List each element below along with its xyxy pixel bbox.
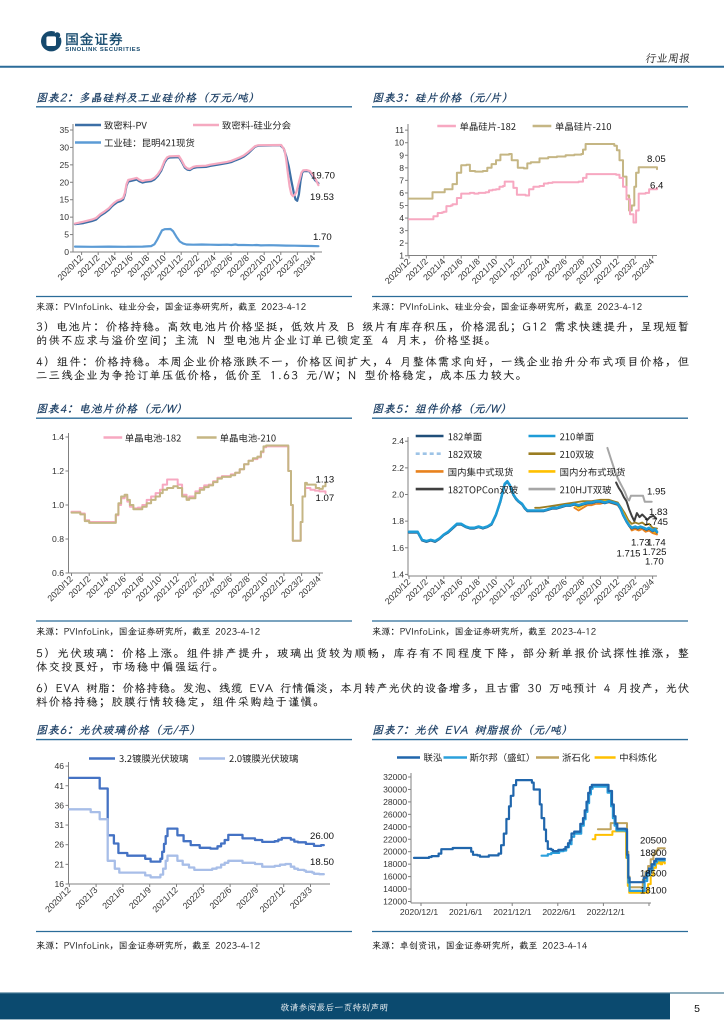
svg-text:19.70: 19.70: [311, 171, 335, 182]
svg-text:0.8: 0.8: [52, 534, 64, 544]
svg-text:32000: 32000: [383, 772, 407, 782]
svg-text:6: 6: [399, 188, 404, 198]
svg-text:14000: 14000: [383, 884, 407, 894]
svg-text:35: 35: [59, 125, 69, 135]
svg-text:16: 16: [54, 879, 64, 889]
svg-text:1.95: 1.95: [647, 487, 666, 498]
svg-text:21: 21: [54, 859, 64, 869]
svg-text:26000: 26000: [383, 809, 407, 819]
svg-text:26: 26: [54, 840, 64, 850]
svg-text:46: 46: [54, 761, 64, 771]
svg-text:1.83: 1.83: [649, 507, 668, 518]
svg-text:11: 11: [395, 125, 404, 135]
svg-text:8.05: 8.05: [647, 154, 666, 165]
svg-text:6.4: 6.4: [650, 181, 664, 192]
svg-text:41: 41: [54, 781, 64, 791]
svg-text:26.00: 26.00: [310, 831, 334, 842]
svg-text:2.0: 2.0: [392, 490, 404, 500]
svg-text:3: 3: [399, 226, 404, 236]
svg-text:1.715: 1.715: [617, 549, 641, 560]
svg-text:24000: 24000: [383, 822, 407, 832]
svg-text:9: 9: [399, 150, 404, 160]
svg-text:30000: 30000: [383, 784, 407, 794]
svg-text:1.13: 1.13: [316, 475, 335, 486]
svg-text:1.745: 1.745: [644, 517, 668, 528]
svg-text:2020/12/1: 2020/12/1: [400, 907, 438, 917]
svg-text:1.4: 1.4: [52, 432, 64, 442]
svg-text:18100: 18100: [640, 886, 667, 897]
svg-text:18.50: 18.50: [310, 857, 334, 868]
svg-text:1.70: 1.70: [313, 232, 332, 243]
svg-text:8: 8: [399, 163, 404, 173]
svg-text:5: 5: [64, 230, 69, 240]
svg-text:1.74: 1.74: [647, 538, 666, 549]
svg-text:20000: 20000: [383, 847, 407, 857]
svg-text:1.8: 1.8: [392, 516, 404, 526]
svg-text:4: 4: [399, 213, 404, 223]
svg-text:31: 31: [54, 820, 64, 830]
svg-text:1.6: 1.6: [392, 543, 404, 553]
svg-text:22000: 22000: [383, 834, 407, 844]
svg-text:1.2: 1.2: [52, 466, 64, 476]
svg-text:2.4: 2.4: [392, 436, 404, 446]
svg-text:12000: 12000: [383, 897, 407, 907]
svg-text:5: 5: [399, 201, 404, 211]
svg-text:10: 10: [394, 138, 404, 148]
svg-text:0.6: 0.6: [52, 568, 64, 578]
svg-text:2.2: 2.2: [392, 463, 404, 473]
svg-text:36: 36: [54, 800, 64, 810]
svg-text:25: 25: [59, 160, 69, 170]
svg-text:5: 5: [694, 1003, 700, 1015]
svg-text:1.07: 1.07: [316, 493, 335, 504]
svg-text:SINOLINK SECURITIES: SINOLINK SECURITIES: [65, 47, 141, 53]
svg-text:18800: 18800: [640, 848, 667, 859]
svg-text:0: 0: [64, 247, 69, 257]
svg-text:7: 7: [399, 175, 404, 185]
svg-text:10: 10: [59, 212, 69, 222]
svg-text:1.0: 1.0: [52, 500, 64, 510]
svg-text:1.725: 1.725: [643, 547, 667, 558]
svg-text:30: 30: [59, 142, 69, 152]
svg-text:18000: 18000: [383, 859, 407, 869]
svg-text:28000: 28000: [383, 797, 407, 807]
svg-text:1.70: 1.70: [645, 557, 664, 568]
svg-text:2: 2: [399, 238, 404, 248]
svg-text:1.73: 1.73: [631, 538, 650, 549]
svg-text:2022/6/1: 2022/6/1: [542, 907, 576, 917]
svg-text:2021/12/1: 2021/12/1: [493, 907, 531, 917]
svg-text:16000: 16000: [383, 872, 407, 882]
svg-text:1: 1: [399, 251, 404, 261]
svg-text:18500: 18500: [640, 869, 667, 880]
svg-text:19.53: 19.53: [310, 192, 334, 203]
svg-text:20: 20: [59, 177, 69, 187]
svg-text:20500: 20500: [640, 836, 667, 847]
svg-text:15: 15: [59, 195, 69, 205]
svg-text:2022/12/1: 2022/12/1: [587, 907, 625, 917]
svg-text:2021/6/1: 2021/6/1: [449, 907, 483, 917]
svg-text:1.4: 1.4: [392, 569, 404, 579]
